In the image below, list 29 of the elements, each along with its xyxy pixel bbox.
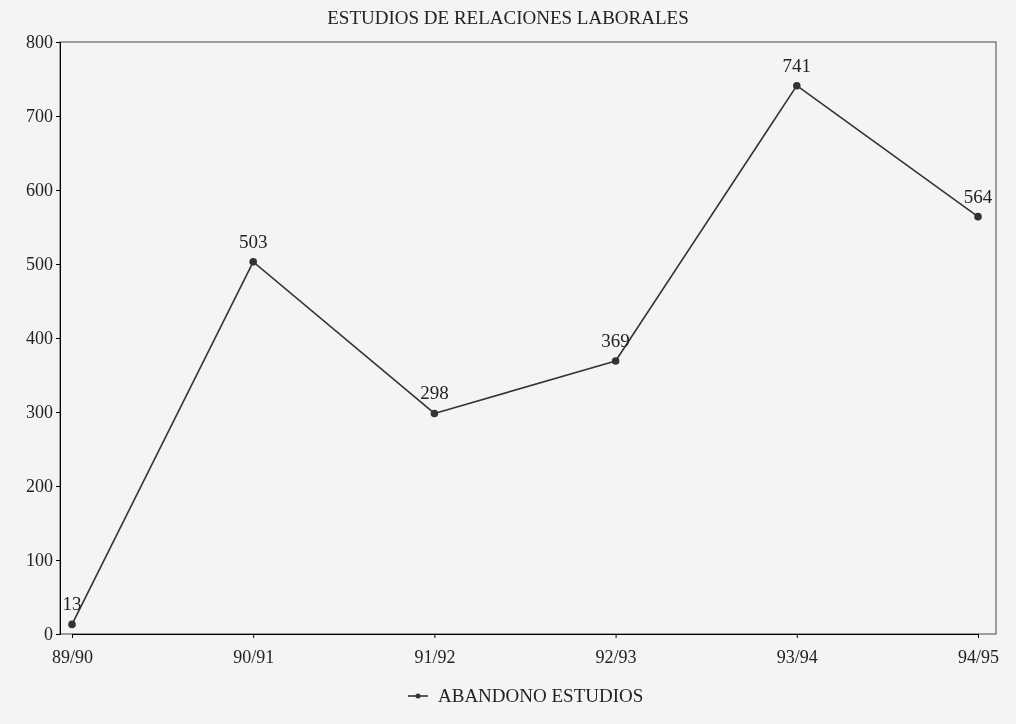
y-tick-label: 500 — [26, 254, 53, 275]
data-label: 369 — [601, 329, 630, 351]
point — [974, 212, 982, 221]
legend-label: ABANDONO ESTUDIOS — [438, 685, 644, 706]
data-label: 503 — [238, 230, 268, 252]
x-tick-label: 94/95 — [957, 646, 1000, 667]
y-tick-label: 100 — [26, 550, 53, 571]
x-tick-label: 91/92 — [414, 646, 456, 667]
data-label: 741 — [782, 54, 812, 76]
point — [430, 409, 439, 418]
chart-title: ESTUDIOS DE RELACIONES LABORALES — [327, 7, 689, 28]
y-tick-label: 700 — [26, 106, 53, 127]
y-tick-label: 0 — [44, 624, 53, 645]
x-tick-label: 92/93 — [595, 646, 637, 667]
data-label: 564 — [963, 185, 993, 207]
y-tick-label: 300 — [26, 402, 53, 423]
point — [793, 81, 801, 90]
y-tick-label: 600 — [26, 180, 53, 201]
data-label: 13 — [62, 593, 82, 615]
point — [249, 258, 257, 266]
y-tick-label: 400 — [26, 328, 53, 349]
y-tick-label: 200 — [26, 476, 53, 497]
point — [611, 357, 620, 365]
point — [68, 620, 76, 629]
y-tick-label: 800 — [26, 32, 53, 53]
x-tick-label: 90/91 — [233, 646, 275, 667]
x-tick-label: 89/90 — [51, 646, 94, 667]
x-tick-label: 93/94 — [776, 646, 818, 667]
data-label: 298 — [420, 382, 449, 404]
